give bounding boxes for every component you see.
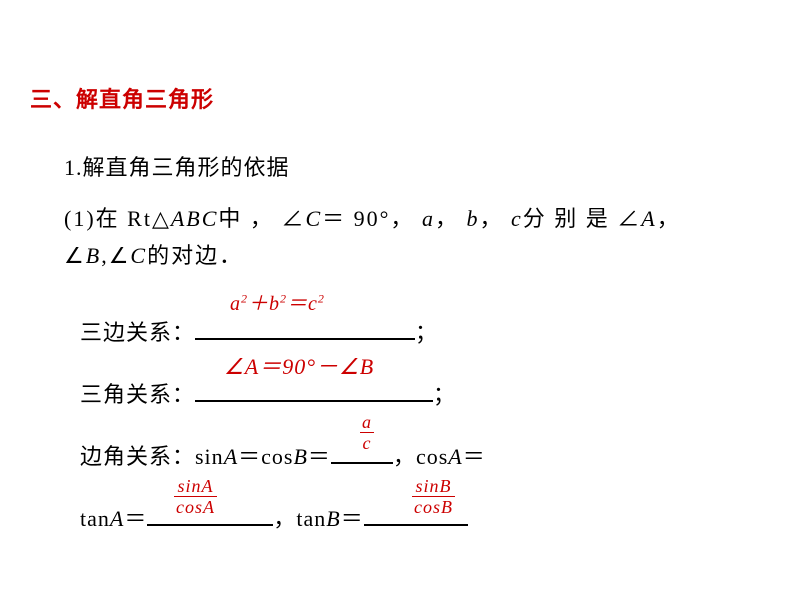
t3: ， [435, 206, 467, 231]
relation-sides: 三边关系：； a2＋b2＝c2 [80, 303, 764, 365]
t6: ,∠ [101, 243, 130, 268]
var-a2: A [641, 206, 656, 231]
var-c2: c [511, 206, 523, 231]
rel2-label: 三角关系：； [80, 377, 456, 409]
var-c: C [305, 206, 322, 231]
frac-sinb-cosb: sinB cosB [412, 477, 455, 516]
given-text: (1)在 Rt△ABC中 ， ∠C＝ 90°， a， b， c分 别 是 ∠A，… [64, 200, 764, 275]
rel3-label: 边角关系：sinA＝cosB＝，cosA＝ [80, 439, 486, 471]
relation-angles: 三角关系：； ∠A＝90°－∠B [80, 365, 764, 427]
frac-a-c: a c [360, 413, 374, 452]
blank-2 [195, 378, 433, 402]
frac-sina-cosa: sinA cosA [174, 477, 217, 516]
var-c3: C [130, 243, 147, 268]
t7: 的对边． [147, 243, 243, 268]
fill-5: sinB cosB [412, 477, 455, 516]
fill-1: a2＋b2＝c2 [230, 287, 325, 316]
slide-content: 三、解直角三角形 1.解直角三角形的依据 (1)在 Rt△ABC中 ， ∠C＝ … [0, 0, 794, 545]
subtitle: 1.解直角三角形的依据 [64, 150, 764, 182]
var-abc: ABC [171, 206, 219, 231]
t2: ＝ 90°， [322, 206, 422, 231]
given-prefix: (1)在 Rt△ [64, 206, 171, 231]
t1: 中 ， ∠ [218, 206, 305, 231]
var-b: b [466, 206, 479, 231]
fill-4: sinA cosA [174, 477, 217, 516]
fill-2: ∠A＝90°－∠B [224, 349, 374, 381]
blank-1 [195, 316, 415, 340]
rel1-label: 三边关系：； [80, 315, 438, 347]
fill-3: a c [360, 413, 374, 452]
rel4-label: tanA＝，tanB＝ [80, 501, 468, 533]
relation-side-angle-2: tanA＝，tanB＝ sinA cosA sinB cosB [80, 489, 764, 545]
t5: 分 别 是 ∠ [523, 206, 642, 231]
var-a: a [422, 206, 435, 231]
t4: ， [479, 206, 511, 231]
var-b2: B [86, 243, 101, 268]
section-title: 三、解直角三角形 [30, 82, 764, 114]
